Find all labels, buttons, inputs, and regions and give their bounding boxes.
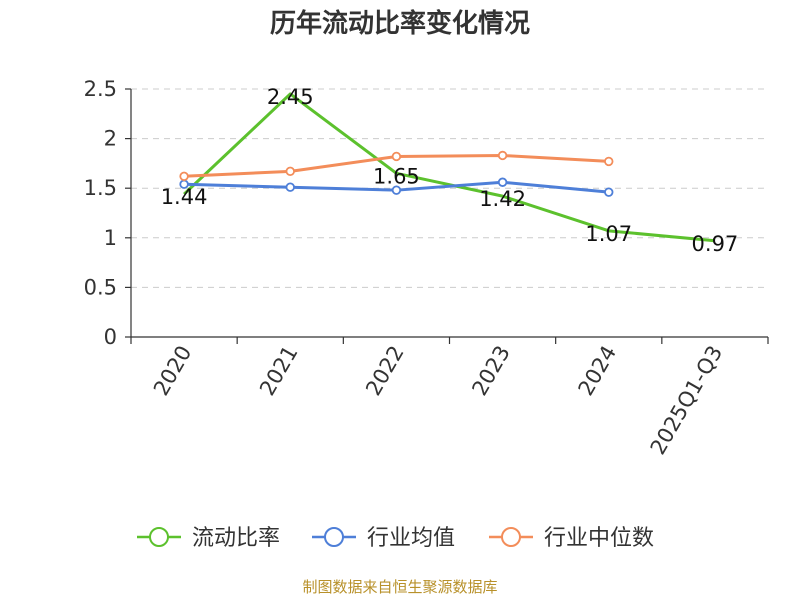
y-tick-label: 2.5 <box>84 77 117 101</box>
data-label: 1.07 <box>585 222 632 246</box>
y-tick-label: 0 <box>104 325 117 349</box>
data-point-industry_median[interactable] <box>179 171 189 181</box>
data-label: 1.65 <box>373 164 420 188</box>
y-tick-label: 0.5 <box>84 275 117 299</box>
x-tick-label: 2023 <box>467 342 515 400</box>
y-tick-label: 1.5 <box>84 176 117 200</box>
legend-marker <box>501 527 521 547</box>
x-tick-label: 2025Q1-Q3 <box>646 342 728 459</box>
data-point-industry_median[interactable] <box>604 156 614 167</box>
source-note: 制图数据来自恒生聚源数据库 <box>302 578 498 596</box>
x-tick-label: 2024 <box>574 342 622 400</box>
legend-marker <box>149 527 169 547</box>
data-point-industry_avg[interactable] <box>391 185 402 195</box>
legend-marker <box>324 527 344 547</box>
legend-item-industry_median[interactable]: 行业中位数 <box>489 526 654 551</box>
data-point-industry_median[interactable] <box>285 166 295 177</box>
data-point-industry_median[interactable] <box>391 151 402 162</box>
data-label: 0.97 <box>692 232 739 256</box>
legend-item-industry_avg[interactable]: 行业均值 <box>312 526 455 551</box>
data-point-industry_avg[interactable] <box>604 187 614 197</box>
x-tick-label: 2021 <box>255 342 303 400</box>
legend-label: 流动比率 <box>192 526 280 551</box>
chart-title: 历年流动比率变化情况 <box>269 9 530 39</box>
y-tick-label: 2 <box>104 127 117 151</box>
y-tick-label: 1 <box>104 226 117 250</box>
x-tick-label: 2020 <box>149 342 197 400</box>
legend-label: 行业均值 <box>367 526 455 551</box>
series-line-ratio <box>183 92 716 243</box>
x-tick-label: 2022 <box>361 342 409 400</box>
legend-item-ratio[interactable]: 流动比率 <box>137 526 280 551</box>
data-point-industry_avg[interactable] <box>497 177 508 187</box>
data-label: 1.42 <box>479 187 526 211</box>
data-point-industry_avg[interactable] <box>285 182 295 192</box>
data-label: 1.44 <box>161 185 208 209</box>
data-label: 2.45 <box>267 85 314 109</box>
data-point-industry_median[interactable] <box>497 150 508 161</box>
legend-label: 行业中位数 <box>544 526 654 551</box>
